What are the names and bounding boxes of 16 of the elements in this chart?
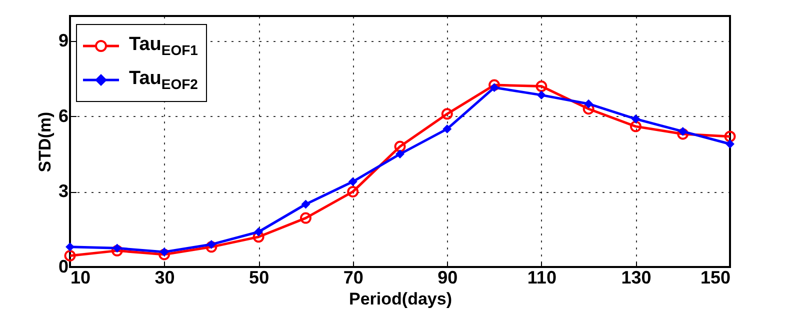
x-tick-label: 70: [343, 268, 364, 288]
y-tick-label: 0: [58, 256, 68, 276]
y-tick-label: 9: [58, 30, 68, 51]
y-tick-label: 6: [58, 106, 68, 126]
legend-label: Tau$_{EOF1}$: [129, 34, 198, 58]
y-axis-title: STD(m): [35, 112, 54, 172]
x-tick-label: 30: [154, 268, 175, 288]
x-tick-label: 90: [438, 268, 458, 288]
x-tick-label: 130: [621, 268, 652, 288]
y-tick-label: 3: [58, 181, 68, 202]
x-tick-label: 110: [527, 268, 556, 288]
x-axis-title: Period(days): [349, 290, 452, 308]
x-tick-label: 50: [249, 268, 270, 288]
x-tick-label: 150: [700, 268, 730, 288]
legend-label: Tau$_{EOF2}$: [129, 68, 198, 92]
x-tick-label: 10: [70, 268, 91, 288]
